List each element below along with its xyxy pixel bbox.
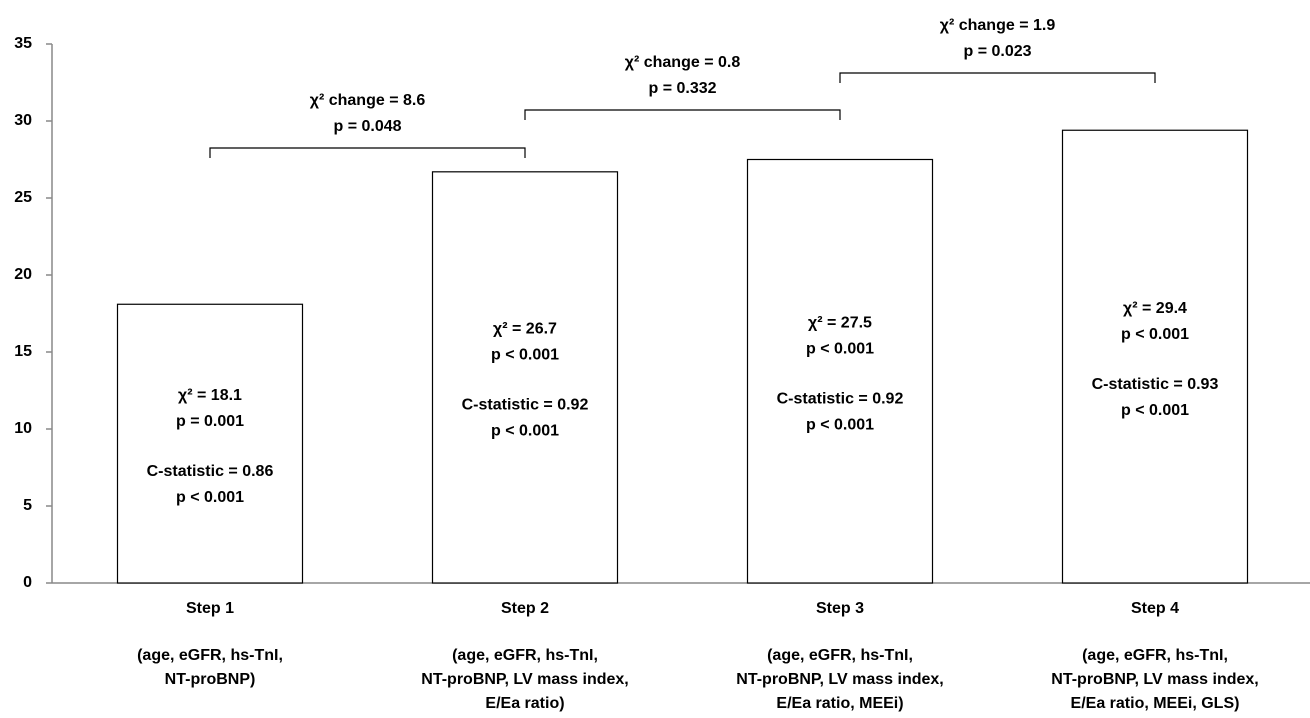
bar-c-p-value: p < 0.001 xyxy=(806,416,874,433)
bar-p-value: p = 0.001 xyxy=(176,413,244,430)
x-tick-label: Step 1 xyxy=(186,600,234,617)
bar-label: χ² = 27.5 xyxy=(808,314,872,331)
y-tick-label: 5 xyxy=(23,497,32,514)
x-tick-description: NT-proBNP, LV mass index, xyxy=(736,671,943,688)
y-tick-label: 20 xyxy=(14,266,32,283)
bar xyxy=(116,303,304,584)
bar-label: χ² = 18.1 xyxy=(178,387,242,404)
bar-c-statistic: C-statistic = 0.92 xyxy=(777,390,904,407)
x-tick-description: (age, eGFR, hs-TnI, xyxy=(137,647,283,664)
y-tick-label: 10 xyxy=(14,420,32,437)
comparison-p-value: p = 0.048 xyxy=(333,118,401,135)
x-tick-label: Step 3 xyxy=(816,600,864,617)
y-tick-label: 30 xyxy=(14,112,32,129)
bar-c-statistic: C-statistic = 0.92 xyxy=(462,397,589,414)
x-tick-description: NT-proBNP) xyxy=(165,671,256,688)
x-tick-description: E/Ea ratio) xyxy=(485,695,564,712)
x-tick-description: NT-proBNP, LV mass index, xyxy=(421,671,628,688)
x-tick-description: NT-proBNP, LV mass index, xyxy=(1051,671,1258,688)
bar-c-p-value: p < 0.001 xyxy=(491,423,559,440)
x-tick-description: (age, eGFR, hs-TnI, xyxy=(767,647,913,664)
comparison-label: χ² change = 0.8 xyxy=(625,54,741,71)
bar-c-statistic: C-statistic = 0.86 xyxy=(147,463,274,480)
bar-p-value: p < 0.001 xyxy=(491,347,559,364)
comparison-bracket xyxy=(839,72,1156,83)
x-tick-description: E/Ea ratio, MEEi, GLS) xyxy=(1071,695,1240,712)
bar xyxy=(746,158,934,584)
y-tick-label: 25 xyxy=(14,189,32,206)
comparison-p-value: p = 0.332 xyxy=(648,80,716,97)
bar-c-p-value: p < 0.001 xyxy=(176,489,244,506)
comparison-bracket xyxy=(209,147,526,158)
bar-p-value: p < 0.001 xyxy=(1121,326,1189,343)
comparison-label: χ² change = 8.6 xyxy=(310,92,426,109)
bar-p-value: p < 0.001 xyxy=(806,340,874,357)
bar-label: χ² = 26.7 xyxy=(493,321,557,338)
x-tick-description: (age, eGFR, hs-TnI, xyxy=(452,647,598,664)
bar xyxy=(1061,129,1249,584)
comparison-bracket xyxy=(524,109,841,120)
x-tick-description: (age, eGFR, hs-TnI, xyxy=(1082,647,1228,664)
comparison-p-value: p = 0.023 xyxy=(963,43,1031,60)
bar xyxy=(431,171,619,584)
y-tick-label: 35 xyxy=(14,35,32,52)
x-tick-label: Step 4 xyxy=(1131,600,1179,617)
bar-label: χ² = 29.4 xyxy=(1123,300,1187,317)
bar-c-statistic: C-statistic = 0.93 xyxy=(1092,376,1219,393)
x-tick-label: Step 2 xyxy=(501,600,549,617)
bar-c-p-value: p < 0.001 xyxy=(1121,402,1189,419)
comparison-label: χ² change = 1.9 xyxy=(940,17,1056,34)
y-tick-label: 0 xyxy=(23,574,32,591)
x-tick-description: E/Ea ratio, MEEi) xyxy=(776,695,903,712)
y-tick-label: 15 xyxy=(14,343,32,360)
